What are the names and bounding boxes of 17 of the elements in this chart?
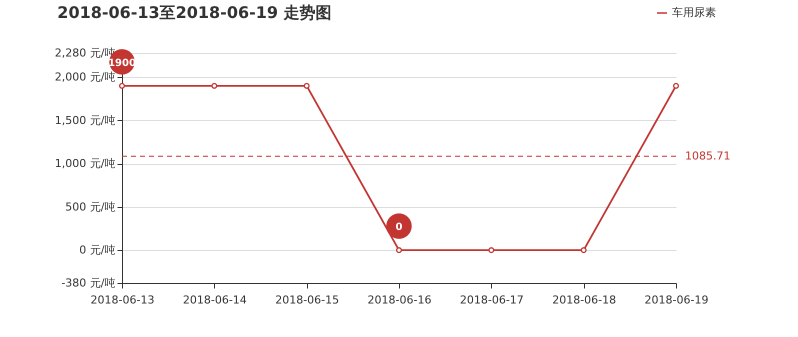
x-tick-label: 2018-06-13 — [90, 294, 154, 306]
x-tick-label: 2018-06-17 — [460, 294, 524, 306]
y-tick-label: 2,000 元/吨 — [54, 70, 116, 84]
y-tick-label: 1,500 元/吨 — [54, 114, 116, 127]
x-tick-label: 2018-06-15 — [275, 294, 340, 306]
y-tick-label: 500 元/吨 — [65, 200, 116, 214]
y-tick-label: 1,000 元/吨 — [54, 157, 116, 170]
ref-line-label: 1085.71 — [685, 149, 730, 162]
x-tick-label: 2018-06-19 — [644, 294, 708, 306]
x-tick-label: 2018-06-16 — [368, 294, 432, 306]
annotation: 0 — [396, 222, 403, 234]
y-tick-label: -380 元/吨 — [61, 276, 116, 290]
x-tick-label: 2018-06-18 — [552, 294, 616, 306]
y-tick-label: 0 元/吨 — [79, 244, 116, 257]
x-tick-label: 2018-06-14 — [182, 294, 247, 306]
legend-label: 车用尿素 — [672, 6, 716, 19]
chart-title: 2018-06-13至2018-06-19 走势图 — [57, 3, 332, 22]
